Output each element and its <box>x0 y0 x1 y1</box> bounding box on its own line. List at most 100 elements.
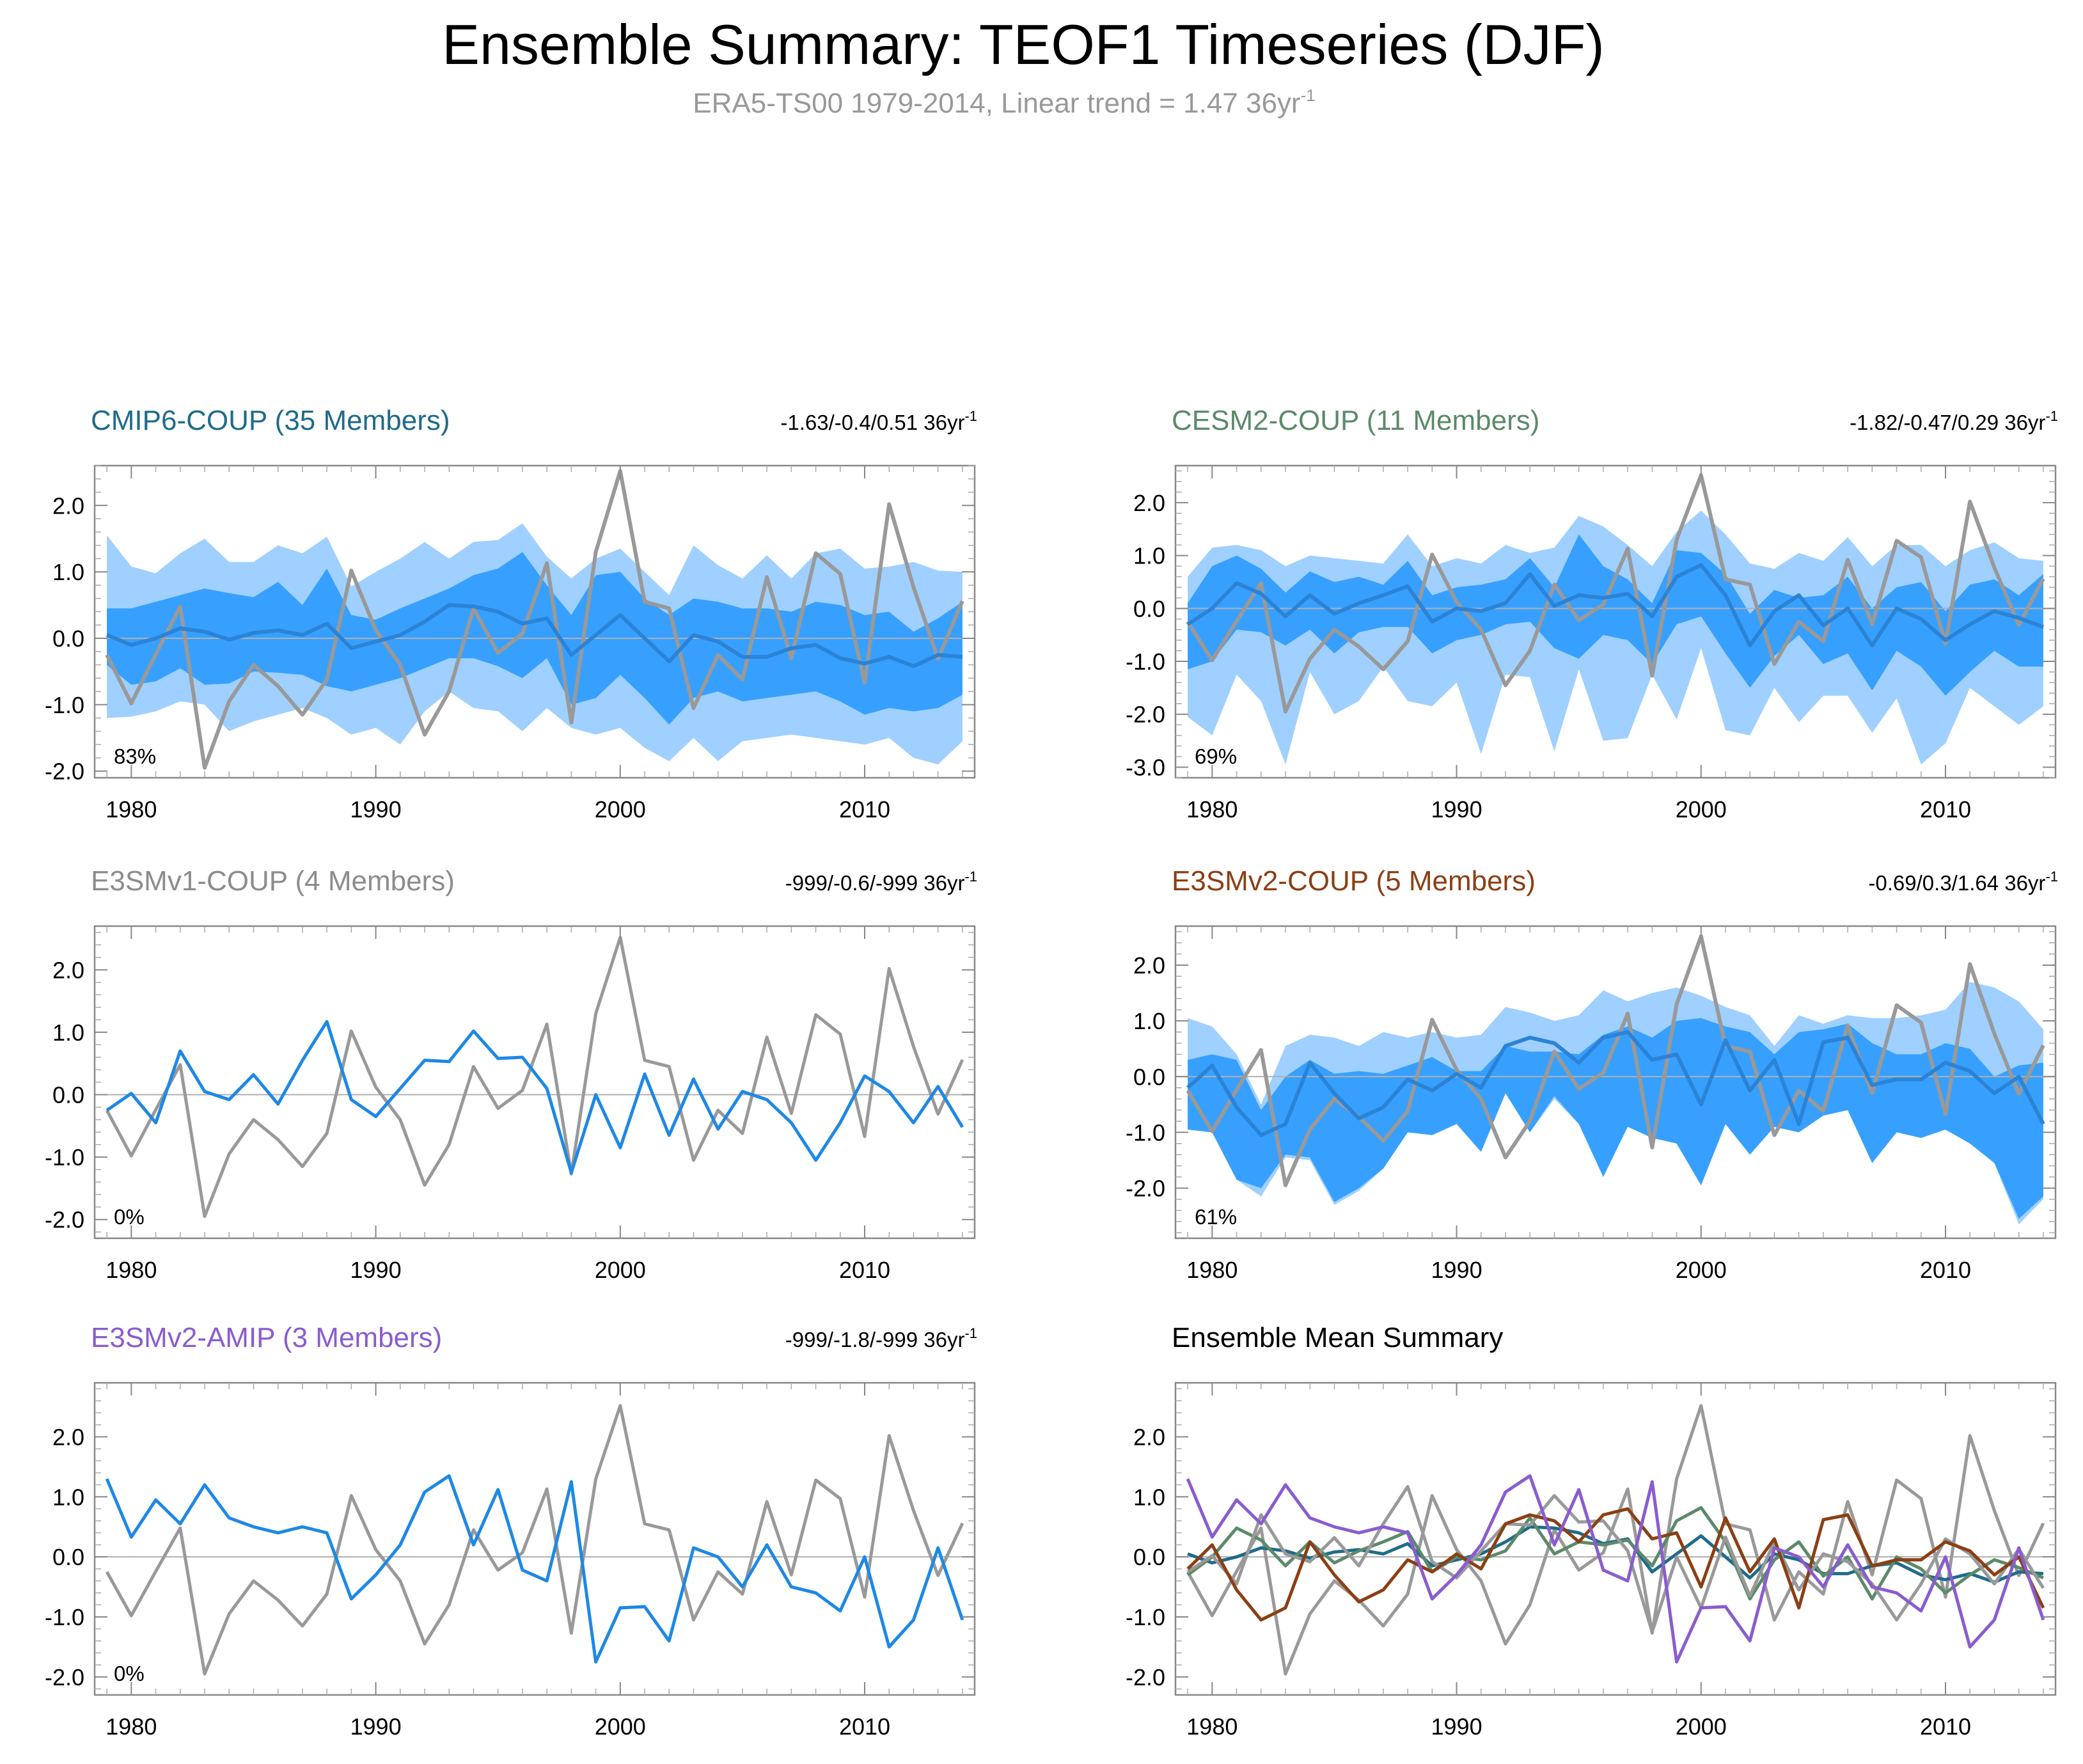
observation-line <box>105 1404 964 1676</box>
trend-sup: -1 <box>964 869 977 885</box>
plot-area <box>95 926 975 1238</box>
y-tick-label: -1.0 <box>1126 1119 1165 1146</box>
inner-spread-band <box>1188 1018 2043 1219</box>
plot-frame <box>1174 925 2057 1240</box>
x-tick-label: 2000 <box>595 1257 646 1283</box>
trend-sup: -1 <box>964 408 977 424</box>
x-tick-label: 2000 <box>595 796 646 823</box>
y-tick-label: 0.0 <box>1133 595 1165 622</box>
trend-text: -1.82/-0.47/0.29 36yr <box>1850 411 2045 434</box>
y-tick-label: 2.0 <box>1133 490 1165 516</box>
y-tick-label: -2.0 <box>1126 1664 1165 1690</box>
x-tick-label: 1990 <box>1431 796 1482 823</box>
percent-label: 0% <box>114 1662 145 1685</box>
x-tick-label: 2010 <box>839 796 890 823</box>
ensemble-mean-line <box>106 603 963 668</box>
panel-1: CMIP6-COUP (35 Members) -1.63/-0.4/0.51 3… <box>45 405 977 823</box>
plot-frame <box>1174 464 2057 779</box>
trend-label: -0.69/0.3/1.64 36yr-1 <box>1868 869 2058 895</box>
percent-label: 61% <box>1195 1205 1237 1229</box>
panel-4: E3SMv2-COUP (5 Members) -0.69/0.3/1.64 36… <box>1126 865 2058 1283</box>
y-tick-label: 0.0 <box>52 626 84 652</box>
y-tick-label: -2.0 <box>45 759 84 785</box>
y-tick-label: 0.0 <box>1133 1064 1165 1090</box>
panel-title: E3SMv1-COUP (4 Members) <box>91 865 455 897</box>
ensemble-mean-line <box>105 1474 964 1664</box>
observation-line <box>1186 934 2045 1188</box>
y-tick-label: -2.0 <box>45 1207 84 1233</box>
trend-sup: -1 <box>964 1325 977 1341</box>
x-tick-label: 1990 <box>1431 1257 1482 1283</box>
x-tick-label: 2010 <box>839 1713 890 1740</box>
y-tick-label: -1.0 <box>45 1604 84 1630</box>
panel-title: CESM2-COUP (11 Members) <box>1172 405 1539 436</box>
inner-spread-band <box>1188 534 2043 696</box>
series-line-e3smv2-coup <box>1186 1507 2045 1622</box>
x-tick-label: 1980 <box>106 796 157 823</box>
y-tick-label: 2.0 <box>1133 1424 1165 1450</box>
plot-area <box>95 1383 975 1695</box>
x-tick-label: 2000 <box>1676 1257 1727 1283</box>
y-tick-label: -1.0 <box>45 692 84 718</box>
y-tick-label: 2.0 <box>52 492 84 519</box>
y-tick-label: 1.0 <box>1133 543 1165 569</box>
figure-title: Ensemble Summary: TEOF1 Timeseries (DJF) <box>442 13 1604 76</box>
panel-5: E3SMv2-AMIP (3 Members) -999/-1.8/-999 36… <box>45 1322 977 1740</box>
x-tick-label: 1990 <box>1431 1713 1482 1740</box>
trend-text: -0.69/0.3/1.64 36yr <box>1868 871 2045 895</box>
panel-2: CESM2-COUP (11 Members) -1.82/-0.47/0.29 … <box>1126 405 2058 823</box>
plot-frame <box>93 464 976 779</box>
x-tick-label: 1990 <box>350 796 402 823</box>
y-tick-label: -1.0 <box>1126 649 1165 675</box>
y-tick-label: -1.0 <box>45 1144 84 1170</box>
trend-text: -999/-0.6/-999 36yr <box>785 871 965 895</box>
y-tick-label: -2.0 <box>1126 1176 1165 1202</box>
y-tick-label: 1.0 <box>52 1484 84 1510</box>
panel-6: Ensemble Mean Summary -2.0 -1.0 0.0 1.0 2.0 19… <box>1126 1322 2057 1740</box>
trend-text: -999/-1.8/-999 36yr <box>785 1328 965 1351</box>
panel-3: E3SMv1-COUP (4 Members) -999/-0.6/-999 36… <box>45 865 977 1283</box>
x-tick-label: 1990 <box>350 1713 402 1740</box>
y-tick-label: 1.0 <box>1133 1484 1165 1510</box>
trend-text: -1.63/-0.4/0.51 36yr <box>780 411 964 434</box>
y-tick-label: 0.0 <box>52 1082 84 1108</box>
series-line-e3smv2-amip <box>1186 1474 2045 1664</box>
observation-line <box>105 469 964 770</box>
x-tick-label: 1980 <box>1186 1713 1238 1740</box>
figure-subtitle-sup: -1 <box>1301 86 1316 105</box>
percent-label: 69% <box>1195 744 1237 768</box>
y-tick-label: 1.0 <box>1133 1008 1165 1034</box>
y-tick-label: 1.0 <box>52 559 84 585</box>
y-tick-label: -3.0 <box>1126 754 1165 780</box>
plot-frame <box>93 1382 976 1696</box>
x-tick-label: 2010 <box>839 1257 890 1283</box>
y-tick-label: 0.0 <box>52 1544 84 1570</box>
x-tick-label: 1980 <box>1186 796 1238 823</box>
x-tick-label: 2010 <box>1920 796 1971 823</box>
x-tick-label: 1980 <box>1186 1257 1238 1283</box>
panel-title: E3SMv2-AMIP (3 Members) <box>91 1322 442 1353</box>
y-tick-label: 0.0 <box>1133 1544 1165 1570</box>
y-tick-label: -2.0 <box>1126 702 1165 728</box>
y-tick-label: 2.0 <box>52 1424 84 1450</box>
percent-label: 0% <box>114 1205 145 1229</box>
panel-title: Ensemble Mean Summary <box>1172 1322 1503 1353</box>
y-tick-label: -1.0 <box>1126 1604 1165 1630</box>
observation-line <box>1186 1404 2045 1676</box>
trend-label: -999/-1.8/-999 36yr-1 <box>785 1325 977 1351</box>
y-tick-label: 2.0 <box>1133 952 1165 979</box>
panel-title: CMIP6-COUP (35 Members) <box>91 405 450 436</box>
x-tick-label: 2010 <box>1920 1257 1971 1283</box>
trend-sup: -1 <box>2045 869 2058 885</box>
x-tick-label: 1990 <box>350 1257 402 1283</box>
x-tick-label: 1980 <box>106 1257 157 1283</box>
trend-label: -999/-0.6/-999 36yr-1 <box>785 869 977 895</box>
x-tick-label: 2000 <box>595 1713 646 1740</box>
x-tick-label: 2000 <box>1676 796 1727 823</box>
trend-label: -1.82/-0.47/0.29 36yr-1 <box>1850 408 2058 434</box>
plot-frame <box>1174 1382 2057 1696</box>
trend-label: -1.63/-0.4/0.51 36yr-1 <box>780 408 977 434</box>
y-tick-label: -2.0 <box>45 1664 84 1690</box>
trend-sup: -1 <box>2045 408 2058 424</box>
